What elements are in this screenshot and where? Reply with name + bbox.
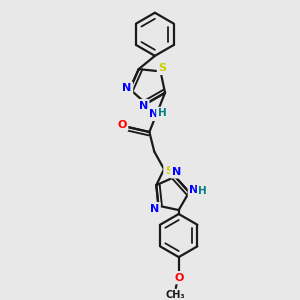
Text: N: N (189, 185, 199, 195)
Text: N: N (122, 83, 131, 93)
Text: H: H (198, 186, 207, 196)
Text: N: N (172, 167, 181, 177)
Text: S: S (165, 166, 173, 176)
Text: O: O (174, 273, 183, 283)
Text: N: N (139, 101, 148, 111)
Text: CH₃: CH₃ (166, 290, 186, 300)
Text: O: O (117, 120, 127, 130)
Text: H: H (158, 108, 167, 118)
Text: N: N (149, 109, 158, 119)
Text: S: S (158, 64, 166, 74)
Text: N: N (150, 204, 159, 214)
